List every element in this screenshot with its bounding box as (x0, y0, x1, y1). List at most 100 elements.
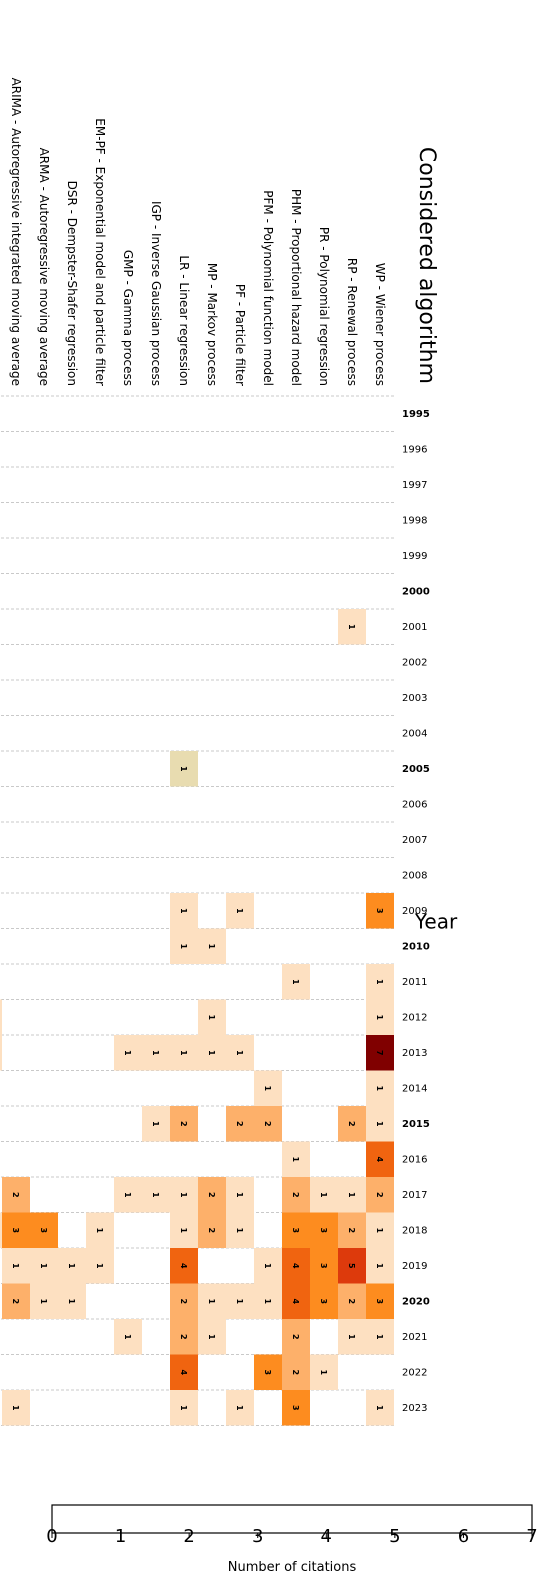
heatmap-cell (170, 1354, 198, 1390)
heatmap-cell (170, 1248, 198, 1284)
year-label: 2002 (402, 657, 427, 668)
year-label: 2017 (402, 1190, 427, 1201)
heatmap-cell (366, 1283, 394, 1319)
colorbar-tick-label: 6 (458, 1526, 469, 1547)
heatmap-cell (170, 1390, 198, 1426)
cell-value-label: 1 (95, 1263, 104, 1269)
cell-value-label: 4 (179, 1263, 188, 1269)
heatmap-cell (198, 1212, 226, 1248)
cell-value-label: 2 (263, 1121, 272, 1127)
cell-value-label: 1 (179, 908, 188, 914)
year-label: 2023 (402, 1403, 427, 1414)
heatmap-cell (282, 1141, 310, 1177)
colorbar-gradient (51, 1504, 533, 1534)
algorithm-label: MP - Markov process (205, 263, 219, 386)
cell-value-label: 2 (291, 1369, 300, 1375)
cell-value-label: 1 (207, 943, 216, 949)
heatmap-cell (366, 1035, 394, 1071)
heatmap-cell (338, 1212, 366, 1248)
cell-value-label: 1 (179, 766, 188, 772)
year-label: 2021 (402, 1332, 427, 1343)
colorbar-tick-label: 1 (115, 1526, 126, 1547)
cell-value-label: 1 (39, 1298, 48, 1304)
algorithm-label: LR - Linear regression (177, 255, 191, 386)
colorbar-tick-label: 3 (252, 1526, 263, 1547)
heatmap-cell (282, 964, 310, 1000)
year-labels: 1995 1996 1997 1998 1999 2000 2001 2002 2003 2004… (402, 409, 430, 1414)
algorithm-label: PHM - Proportional hazard model (289, 189, 303, 386)
algorithm-label: ARIMA - Autoregressive integrated moving… (9, 78, 23, 386)
algorithm-label: PFM - Polynomial function model (261, 190, 275, 386)
year-label: 2012 (402, 1012, 427, 1023)
heatmap-cell (170, 1106, 198, 1142)
year-label: 2010 (402, 941, 430, 952)
algorithm-label: PF - Particle filter (233, 284, 247, 386)
cell-value-label: 3 (39, 1227, 48, 1233)
cell-value-label: 2 (375, 1192, 384, 1198)
cell-value-label: 3 (375, 908, 384, 914)
heatmap-cell (142, 1177, 170, 1213)
colorbar-tick-label: 0 (46, 1526, 57, 1547)
cell-value-label: 1 (151, 1121, 160, 1127)
heatmap-cell (198, 1177, 226, 1213)
cell-value-label: 1 (319, 1369, 328, 1375)
heatmap-cell (198, 928, 226, 964)
cell-value-label: 1 (179, 1405, 188, 1411)
cell-value-label: 3 (319, 1227, 328, 1233)
cell-value-label: 1 (291, 1156, 300, 1162)
heatmap-cell (310, 1248, 338, 1284)
heatmap-cell (338, 1106, 366, 1142)
cell-value-label: 2 (235, 1121, 244, 1127)
heatmap-cell (366, 1248, 394, 1284)
cell-value-label: 7 (375, 1050, 384, 1056)
cell-value-label: 5 (347, 1263, 356, 1269)
heatmap-cell (310, 1212, 338, 1248)
year-label: 2014 (402, 1083, 427, 1094)
cell-value-label: 1 (235, 1192, 244, 1198)
heatmap-cell (282, 1177, 310, 1213)
year-label: 2003 (402, 693, 427, 704)
cell-value-label: 3 (11, 1227, 20, 1233)
cell-value-label: 1 (235, 1298, 244, 1304)
heatmap-cell (338, 1177, 366, 1213)
cell-value-label: 1 (319, 1192, 328, 1198)
heatmap-cell (282, 1283, 310, 1319)
heatmap-cell (58, 1283, 86, 1319)
x-axis-title: Year (414, 910, 458, 934)
cell-value-label: 1 (39, 1263, 48, 1269)
year-label: 2019 (402, 1261, 427, 1272)
cell-value-label: 1 (235, 1227, 244, 1233)
heatmap-cell (170, 1212, 198, 1248)
heatmap-cell (226, 1283, 254, 1319)
cell-value-label: 1 (207, 1014, 216, 1020)
heatmap-cell (310, 1177, 338, 1213)
cell-value-label: 1 (179, 1192, 188, 1198)
algorithm-labels: WP - Wiener process RP - Renewal process P… (9, 78, 387, 386)
year-label: 1998 (402, 515, 427, 526)
cell-value-label: 1 (347, 624, 356, 630)
heatmap-cell (366, 893, 394, 929)
cell-value-label: 4 (291, 1298, 300, 1304)
cell-value-label: 1 (179, 943, 188, 949)
cell-value-label: 3 (319, 1263, 328, 1269)
cell-value-label: 2 (179, 1121, 188, 1127)
heatmap-cell (114, 1035, 142, 1071)
cell-value-label: 1 (291, 979, 300, 985)
cell-value-label: 1 (347, 1334, 356, 1340)
cell-value-label: 2 (291, 1334, 300, 1340)
cell-value-label: 1 (375, 1014, 384, 1020)
cell-value-label: 1 (11, 1405, 20, 1411)
cell-value-label: 3 (319, 1298, 328, 1304)
colorbar-title: Number of citations (228, 1560, 357, 1575)
heatmap-cell (366, 1319, 394, 1355)
heatmap-cell (30, 1212, 58, 1248)
cell-value-label: 1 (123, 1192, 132, 1198)
heatmap-cell (254, 1070, 282, 1106)
cell-value-label: 1 (375, 1405, 384, 1411)
cell-value-label: 1 (207, 1298, 216, 1304)
cell-value-label: 2 (347, 1298, 356, 1304)
year-label: 2004 (402, 728, 427, 739)
heatmap-cell (170, 1283, 198, 1319)
cell-value-label: 1 (263, 1085, 272, 1091)
colorbar: 0 1 2 3 4 5 6 7 Number of citations (46, 1504, 538, 1575)
